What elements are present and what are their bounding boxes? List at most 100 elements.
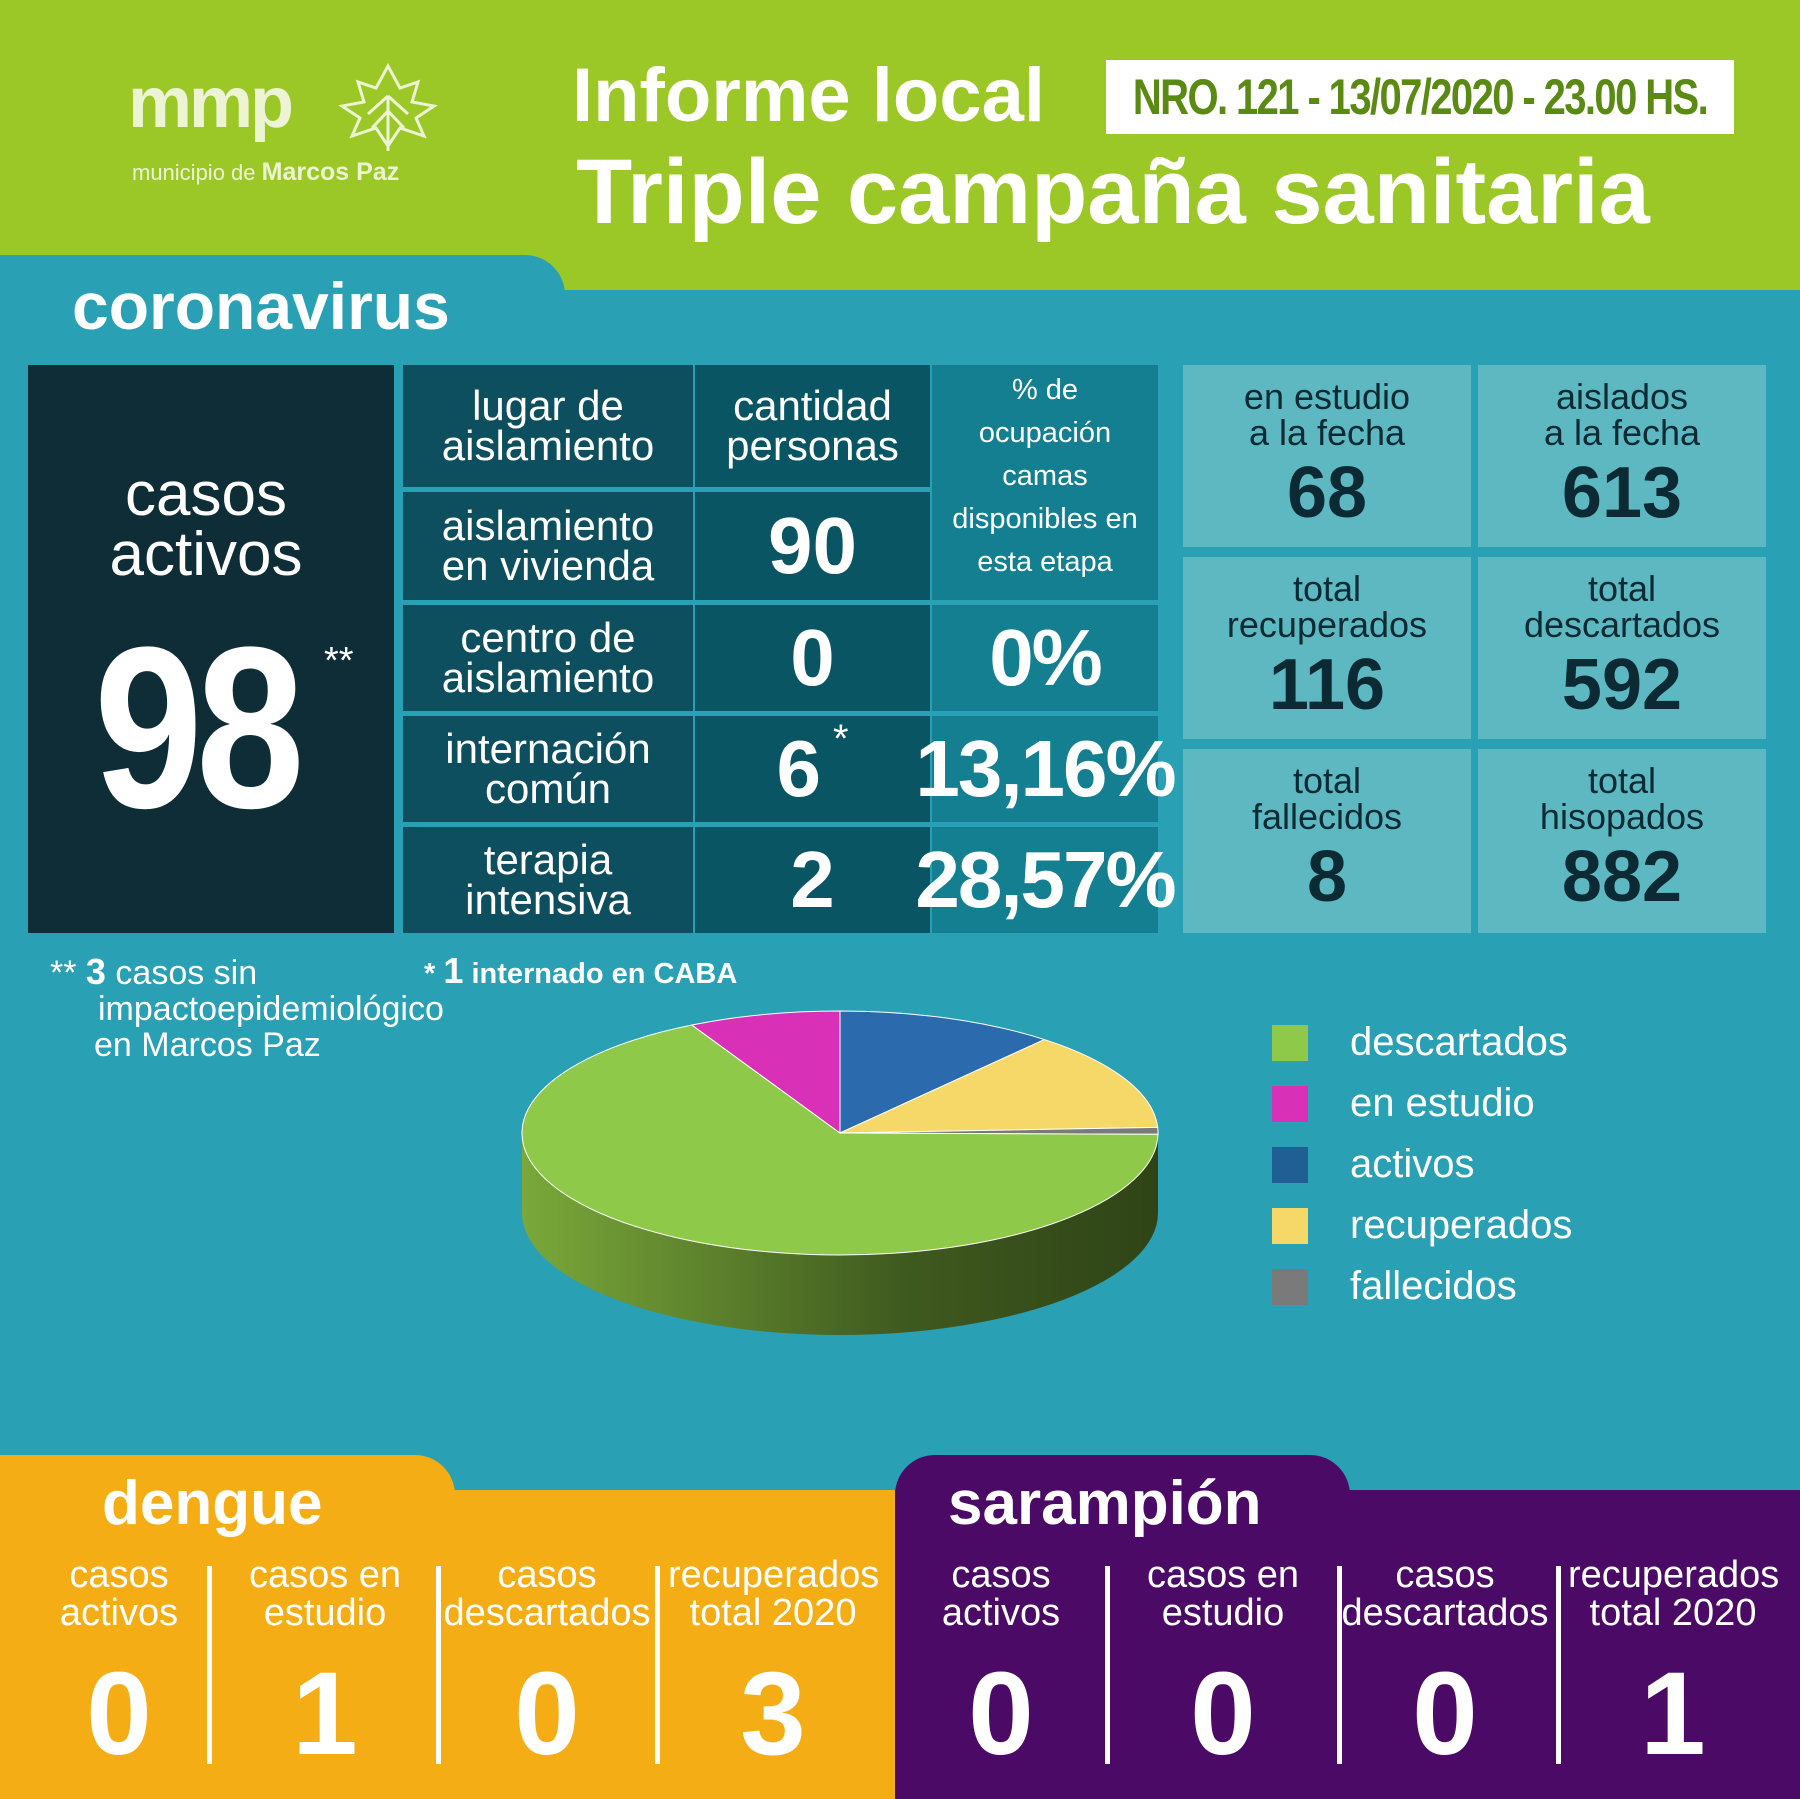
legend-label: activos [1350,1142,1475,1186]
col-label-line: casos [69,1554,169,1596]
place-line: aislamiento [441,502,655,549]
dengue-active: casos activos 0 [14,1556,224,1774]
legend-item: en estudio [1272,1073,1572,1134]
measles-discarded: casos descartados 0 [1340,1556,1550,1774]
table-row-occupancy: 13,16% [915,716,1177,822]
active-cases-footnote: ** 3 casos sin impactoepidemiológico en … [50,951,520,1064]
col-label-line: casos [951,1554,1051,1596]
header-quantity: cantidad personas [695,365,930,487]
table-row-place: aislamiento en vivienda [403,492,693,600]
header-qty-line: personas [726,422,899,469]
legend-label: descartados [1350,1020,1568,1064]
footnote-number: 3 [85,951,106,992]
table-row-place: internación común [403,716,693,822]
legend-item: recuperados [1272,1195,1572,1256]
stat-label-line: a la fecha [1248,412,1406,453]
stat-label-line: total [1292,760,1362,801]
col-label-line: descartados [1341,1592,1549,1634]
pie-slice-descartados [521,1024,1159,1256]
pie-side-band [522,1133,1158,1335]
footnote-text: internado en CABA [471,958,738,990]
col-label-line: activos [59,1592,179,1634]
row-divider [403,711,1158,716]
place-line: centro de [460,614,636,661]
report-number-badge: NRO. 121 - 13/07/2020 - 23.00 HS. [1106,60,1734,134]
header-place-line: lugar de [472,382,624,429]
dengue-title: dengue [102,1469,323,1538]
header-pct-line: camas [1002,460,1088,492]
stat-value: 8 [1306,837,1348,917]
logo-sub-prefix: municipio de [132,160,256,185]
table-row-place: centro de aislamiento [403,605,693,711]
legend-item: activos [1272,1134,1572,1195]
measles-panel [895,1490,1800,1799]
stat-label: total descartados [1478,557,1766,643]
place-line: en vivienda [441,542,655,589]
stat-value: 882 [1561,837,1683,917]
col-label-line: estudio [1161,1592,1285,1634]
col-label-line: casos [497,1554,597,1596]
stat-label-line: recuperados [1226,604,1428,645]
table-row-place: terapia intensiva [403,827,693,933]
header-occupancy: % de ocupación camas disponibles en esta… [932,365,1158,600]
row-divider [403,600,1158,605]
coronavirus-tab [0,255,565,365]
place-line: común [484,765,612,812]
stat-label-line: total [1292,568,1362,609]
report-header: mmp municipio de Marcos Paz Informe loca… [0,0,1800,290]
table-row-quantity: 0 [695,605,930,711]
active-cases-label: casos activos [28,464,394,586]
dengue-recovered: recuperados total 2020 3 [668,1556,879,1774]
stat-recovered: total recuperados 116 [1183,557,1471,739]
stat-label: total recuperados [1183,557,1471,643]
legend-label: fallecidos [1350,1264,1517,1308]
footnote-text: en Marcos Paz [94,1026,321,1064]
legend-label: recuperados [1350,1203,1573,1247]
stat-isolated: aislados a la fecha 613 [1478,365,1766,547]
report-title: Informe local [572,53,1045,138]
stat-label-line: hisopados [1539,796,1705,837]
legend-item: fallecidos [1272,1256,1572,1317]
chart-legend: descartados en estudio activos recuperad… [1272,1012,1572,1317]
stat-label-line: descartados [1523,604,1721,645]
stat-label-line: en estudio [1243,376,1411,417]
measles-title: sarampión [948,1469,1262,1538]
col-label-line: casos en [248,1554,402,1596]
dengue-in-study: casos en estudio 1 [220,1556,430,1774]
column-divider [436,1566,441,1764]
header-place: lugar de aislamiento [403,365,693,487]
col-label-line: casos en [1146,1554,1300,1596]
footnote-text: impactoepidemiológico [98,990,444,1028]
quantity-value: 6 [776,724,821,813]
quantity-footnote-mark: * [832,716,849,761]
measles-active: casos activos 0 [896,1556,1106,1774]
active-cases-box: casos activos 98 ** [28,365,394,933]
col-label-line: descartados [443,1592,651,1634]
stat-label-line: total [1587,568,1657,609]
legend-swatch [1272,1207,1308,1244]
row-divider [403,487,930,492]
column-divider [1337,1566,1342,1764]
footnote-number: 1 [443,950,464,991]
stat-in-study: en estudio a la fecha 68 [1183,365,1471,547]
place-line: aislamiento [441,654,655,701]
stat-label: en estudio a la fecha [1183,365,1471,451]
col-label-line: activos [941,1592,1061,1634]
pie-top [521,1010,1159,1256]
leaf-icon [338,62,438,151]
header-pct-line: disponibles en [952,503,1138,535]
report-subtitle: Triple campaña sanitaria [576,141,1650,243]
table-row-quantity: 2 [695,827,930,933]
col-value: 1 [1640,1648,1706,1780]
header-qty-line: cantidad [733,382,892,429]
legend-swatch [1272,1146,1308,1183]
stat-label-line: a la fecha [1543,412,1701,453]
row-divider [403,822,1158,827]
hospitalization-footnote: * 1 internado en CABA [424,950,737,992]
place-line: terapia [483,836,613,883]
table-row-occupancy: 0% [932,605,1158,711]
legend-swatch [1272,1268,1308,1305]
stat-label: aislados a la fecha [1478,365,1766,451]
cases-pie-chart [521,1010,1159,1335]
col-value: 1 [292,1648,358,1780]
